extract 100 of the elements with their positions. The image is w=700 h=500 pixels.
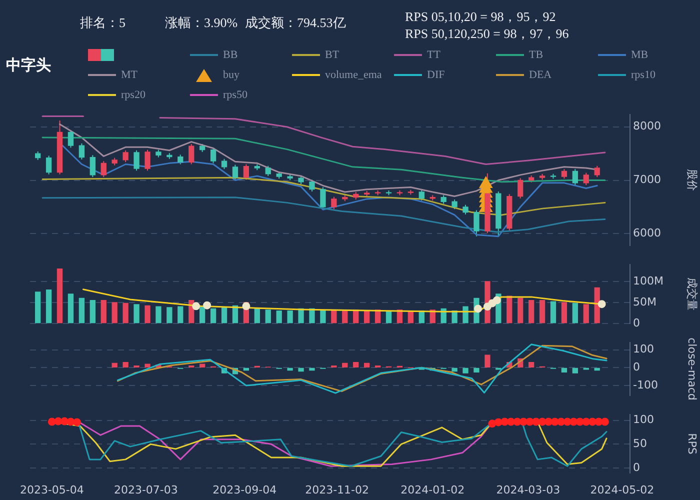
legend-label: BB	[223, 49, 238, 61]
bar	[462, 306, 468, 324]
bar	[276, 310, 282, 324]
candlestick	[144, 149, 150, 172]
candlestick	[462, 204, 468, 215]
bar	[46, 289, 52, 324]
bar	[342, 310, 348, 324]
bar	[210, 308, 216, 324]
bar	[122, 362, 128, 368]
candlestick	[221, 158, 228, 170]
candlestick	[188, 143, 194, 165]
candlestick	[100, 160, 106, 178]
y-axis-title: 股价	[686, 169, 699, 191]
candlestick	[265, 165, 271, 176]
bar	[484, 354, 490, 368]
candlestick	[594, 165, 600, 178]
bar	[78, 298, 85, 324]
candlestick	[418, 189, 424, 202]
candlestick	[210, 147, 216, 164]
y-tick-label: 100M	[633, 274, 664, 288]
bar	[35, 292, 41, 324]
bar	[452, 368, 458, 372]
point	[203, 301, 212, 310]
y-tick-label: 50M	[633, 295, 656, 308]
legend-label: rps20	[121, 89, 146, 101]
candlestick	[46, 155, 52, 175]
bar	[408, 311, 414, 324]
bar	[112, 362, 118, 368]
candlestick	[452, 198, 458, 210]
legend-label: TB	[529, 49, 544, 61]
legend-label: buy	[223, 69, 240, 81]
y-tick-label: 0	[633, 360, 640, 374]
bar	[112, 302, 118, 324]
bar	[518, 298, 524, 324]
bar	[298, 368, 304, 372]
point	[192, 302, 200, 310]
bar	[572, 368, 578, 374]
legend-label: DIF	[427, 69, 445, 81]
legend-label: volume_ema	[325, 69, 382, 81]
legend-label: MB	[631, 49, 648, 61]
candlestick	[243, 164, 250, 180]
y-tick-label: 100	[633, 342, 654, 356]
candlestick	[309, 179, 315, 192]
y-tick-label: 100	[633, 413, 654, 426]
y-tick-label: 6000	[633, 226, 661, 240]
point	[598, 300, 606, 308]
candlestick	[134, 150, 140, 172]
y-tick-label: 8000	[633, 120, 661, 133]
candlestick	[331, 196, 337, 210]
bar	[265, 310, 271, 324]
text: 排名：5	[80, 14, 126, 32]
bar	[287, 368, 293, 371]
bar	[331, 310, 337, 324]
candlestick	[68, 130, 74, 148]
candlestick	[474, 210, 480, 237]
bar	[122, 302, 128, 324]
bar	[342, 362, 348, 368]
bar	[199, 364, 206, 368]
x-tick-label: 2023-05-04	[20, 483, 84, 496]
bar	[56, 268, 63, 324]
bar	[287, 310, 293, 324]
point	[479, 176, 492, 188]
candlestick	[78, 142, 85, 160]
x-tick-label: 2024-01-02	[400, 483, 465, 496]
legend-label: rps50	[223, 89, 248, 101]
bar	[364, 362, 370, 368]
y-tick-label: 7000	[633, 173, 661, 186]
bar	[572, 302, 578, 324]
y-axis-title: 成交量	[686, 278, 699, 310]
y-tick-label: -100	[633, 378, 658, 392]
bar	[474, 368, 480, 372]
text: 成交额：794.53亿	[245, 14, 346, 32]
bar	[462, 368, 468, 374]
legend-label: rps10	[631, 69, 656, 81]
y-tick-label: 50	[633, 437, 647, 450]
bar	[254, 308, 260, 324]
bar	[583, 304, 589, 324]
y-tick-label: 0	[633, 460, 640, 474]
candlestick	[518, 178, 524, 199]
candlestick	[572, 168, 578, 186]
bar	[144, 364, 150, 368]
bar	[561, 302, 568, 324]
bar	[320, 310, 326, 324]
bar	[298, 308, 304, 324]
y-axis-title: close-macd	[686, 338, 699, 400]
y-tick-label: 0	[633, 316, 640, 330]
x-tick-label: 2023-09-04	[212, 483, 277, 496]
bar	[309, 368, 315, 371]
point	[474, 304, 482, 313]
legend-label: MT	[121, 69, 138, 81]
text: 涨幅：3.90%	[165, 14, 238, 32]
bar	[561, 368, 568, 372]
legend-label: BT	[325, 49, 340, 61]
bar	[178, 306, 184, 324]
candlestick	[232, 164, 238, 182]
bar	[199, 306, 206, 324]
candlestick	[122, 150, 128, 163]
bar	[539, 300, 546, 324]
candlestick	[90, 154, 96, 178]
candlestick	[583, 172, 589, 186]
